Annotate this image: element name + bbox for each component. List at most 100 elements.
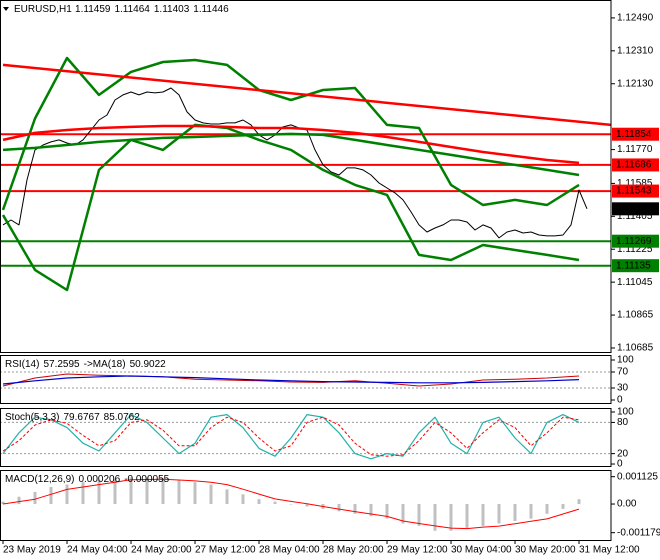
- level-label: 1.11543: [616, 186, 652, 197]
- y-tick-label: -0.001179: [617, 527, 660, 538]
- histogram-bar: [561, 504, 565, 509]
- panel: [0, 56, 611, 292]
- x-tick-label: 28 May 20:00: [323, 545, 384, 556]
- y-tick-label: 100: [617, 355, 634, 366]
- histogram-bar: [257, 499, 261, 505]
- x-tick-label: 23 May 2019: [3, 545, 61, 556]
- header-part: 1.11464: [114, 4, 150, 15]
- header-part: Stoch(5,3,3): [5, 412, 59, 423]
- y-tick-label: 1.11225: [617, 244, 653, 255]
- panel-header: EURUSD,H1 1.11459 1.11464 1.11403 1.11446: [14, 4, 229, 15]
- histogram-bar: [161, 478, 165, 505]
- panel-frame: [0, 0, 612, 353]
- series-line: [2, 478, 580, 530]
- header-part: MACD(12,26,9): [5, 474, 74, 485]
- y-tick-label: 0.001125: [617, 471, 658, 482]
- histogram-bar: [225, 489, 229, 505]
- panel-header: MACD(12,26,9) 0.000206 -0.000055: [5, 474, 170, 485]
- header-part: 1.11403: [154, 4, 190, 15]
- y-tick-label: 1.11405: [617, 211, 653, 222]
- panel: [1, 477, 581, 531]
- level-label: 1.11269: [616, 236, 652, 247]
- y-tick-label: 20: [617, 448, 629, 459]
- header-part: -0.000055: [124, 474, 169, 485]
- header-part: 1.11446: [193, 4, 229, 15]
- level-label: 1.11854: [616, 129, 652, 140]
- y-tick-label: 1.11770: [617, 144, 653, 155]
- level-tag: [612, 234, 659, 248]
- histogram-bar: [129, 477, 133, 505]
- histogram-bar: [449, 504, 453, 531]
- header-part: 1.11459: [75, 4, 111, 15]
- header-part: 50.9022: [130, 359, 167, 370]
- header-part: 0.000206: [78, 474, 120, 485]
- y-tick-label: 1.10685: [617, 343, 654, 354]
- level-tag: [612, 184, 659, 198]
- histogram-bar: [385, 504, 389, 519]
- y-tick-label: 100: [617, 407, 634, 418]
- x-tick-label: 30 May 20:00: [515, 545, 576, 556]
- histogram-bar: [273, 501, 277, 505]
- header-part: RSI(14): [5, 359, 39, 370]
- x-tick-label: 30 May 04:00: [451, 545, 512, 556]
- histogram-bar: [545, 504, 549, 514]
- last-price-tag: [612, 202, 659, 216]
- histogram-bar: [193, 482, 197, 505]
- last-price-label: 1.11446: [616, 203, 652, 214]
- x-tick-label: 28 May 04:00: [259, 545, 320, 556]
- histogram-bar: [465, 504, 469, 529]
- histogram-bar: [353, 504, 357, 514]
- series-line: [2, 375, 580, 385]
- histogram-bar: [289, 504, 293, 505]
- panel-header: Stoch(5,3,3) 79.6767 85.0762: [5, 412, 140, 423]
- y-tick-label: 1.12130: [617, 78, 654, 89]
- series-line: [1, 56, 580, 211]
- series-line: [2, 414, 580, 460]
- y-tick-label: 1.10865: [617, 310, 654, 321]
- histogram-bar: [529, 504, 533, 519]
- header-part: EURUSD,H1: [14, 4, 72, 15]
- histogram-bar: [17, 496, 21, 505]
- level-tag: [612, 259, 659, 273]
- series-line: [2, 416, 580, 457]
- x-tick-label: 24 May 04:00: [67, 545, 128, 556]
- y-tick-label: 70: [617, 367, 629, 378]
- series-line: [2, 373, 580, 387]
- x-tick-label: 31 May 12:00: [579, 545, 640, 556]
- histogram-bar: [81, 482, 85, 505]
- histogram-bar: [49, 487, 53, 505]
- panel-frame: [0, 470, 612, 541]
- histogram-bar: [417, 504, 421, 526]
- histogram-bar: [177, 479, 181, 505]
- panel-header: RSI(14) 57.2595 ->MA(18) 50.9022: [5, 359, 166, 370]
- histogram-bar: [305, 504, 309, 507]
- menu-icon: [3, 7, 9, 11]
- histogram-bar: [497, 504, 501, 524]
- y-tick-label: 1.12310: [617, 45, 654, 56]
- y-tick-label: 80: [617, 417, 629, 428]
- histogram-bar: [209, 484, 213, 505]
- y-tick-label: 1.11585: [617, 178, 653, 189]
- level-label: 1.11686: [616, 160, 652, 171]
- histogram-bar: [337, 504, 341, 512]
- histogram-bar: [481, 504, 485, 526]
- level-tag: [612, 127, 659, 141]
- header-part: ->MA(18): [84, 359, 126, 370]
- histogram-bar: [241, 494, 245, 505]
- panel: [0, 414, 611, 460]
- y-tick-label: 1.12490: [617, 13, 654, 24]
- y-tick-label: 0: [617, 459, 623, 470]
- histogram-bar: [65, 484, 69, 505]
- panel: [0, 371, 611, 389]
- panel-frame: [0, 408, 612, 467]
- header-part: 85.0762: [104, 412, 141, 423]
- histogram-bar: [577, 499, 581, 505]
- histogram-bar: [401, 504, 405, 524]
- level-tag: [612, 158, 659, 172]
- histogram-bar: [145, 477, 149, 505]
- level-label: 1.11135: [616, 260, 651, 271]
- histogram-bar: [513, 504, 517, 522]
- series-line: [2, 87, 588, 239]
- x-tick-label: 24 May 20:00: [131, 545, 192, 556]
